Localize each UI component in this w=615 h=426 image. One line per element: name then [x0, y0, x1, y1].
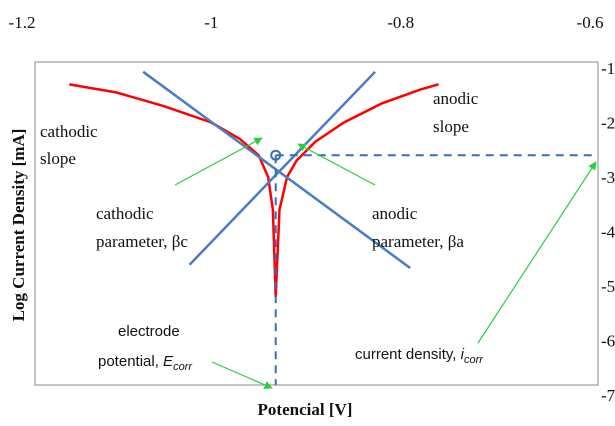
arrow	[477, 161, 597, 344]
x-tick-label: -1	[204, 13, 218, 32]
annotation-part: i	[461, 346, 465, 363]
annotation: anodic	[433, 89, 479, 108]
marks	[69, 70, 598, 386]
y-tick-label: -7	[601, 386, 615, 405]
y-tick-label: -6	[601, 332, 615, 351]
annotation: slope	[433, 117, 469, 136]
y-tick-label: -3	[601, 168, 615, 187]
y-axis-title: Log Current Density [mA]	[9, 129, 28, 322]
y-tick-label: -5	[601, 277, 615, 296]
annotation: cathodic	[96, 204, 154, 223]
x-axis-title: Potencial [V]	[258, 400, 353, 419]
arrow	[174, 137, 263, 186]
x-tick-label: -0.8	[387, 13, 414, 32]
point	[270, 149, 282, 161]
annotation: anodic	[372, 204, 418, 223]
annotation: electrode	[118, 323, 180, 340]
line	[69, 83, 439, 297]
plot-frame	[34, 61, 599, 386]
annotation: potential, Ecorr	[98, 353, 193, 373]
annotation: current density, icorr	[355, 346, 484, 366]
annotation-part: corr	[464, 354, 484, 366]
line	[188, 70, 377, 266]
annotation-part: corr	[173, 361, 193, 373]
x-tick-label: -1.2	[9, 13, 36, 32]
annotation-part: E	[163, 353, 174, 370]
y-tick-label: -4	[601, 223, 615, 242]
arrow	[297, 143, 376, 186]
x-tick-label: -0.6	[577, 13, 604, 32]
arrow	[211, 361, 273, 389]
annotation-part: potential,	[98, 353, 163, 370]
annotation: parameter, βa	[372, 232, 464, 251]
y-tick-label: -2	[601, 114, 615, 133]
annotation-part: current density,	[355, 346, 461, 363]
annotation: slope	[40, 149, 76, 168]
annotation: cathodic	[40, 122, 98, 141]
y-tick-label: -1	[601, 59, 615, 78]
annotation: parameter, βc	[96, 232, 188, 251]
